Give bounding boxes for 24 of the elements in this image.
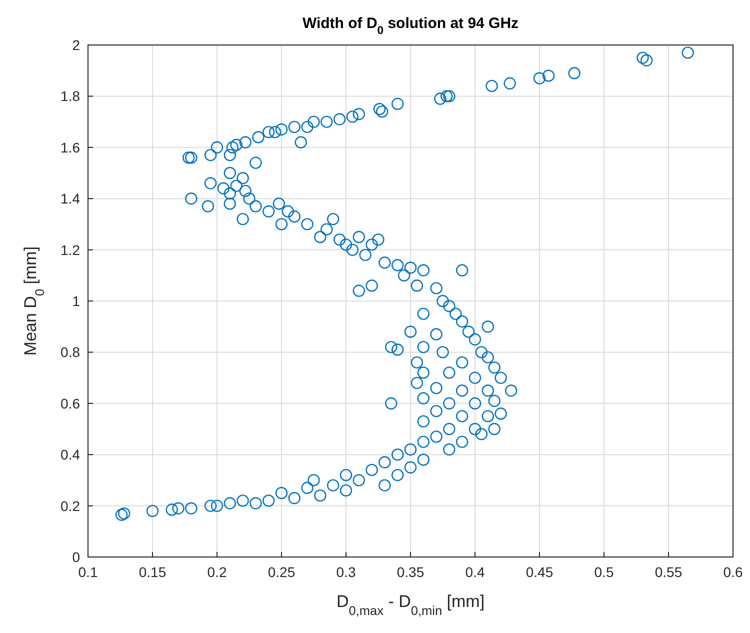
x-tick-label: 0.5	[594, 564, 614, 580]
y-tick-label: 1.8	[60, 88, 80, 104]
y-tick-label: 2	[72, 37, 80, 53]
y-tick-label: 1.6	[60, 139, 80, 156]
x-tick-label: 0.45	[526, 564, 554, 580]
y-tick-label: 1.2	[60, 242, 80, 258]
x-tick-label: 0.3	[336, 564, 356, 580]
x-tick-label: 0.4	[465, 564, 485, 580]
x-tick-label: 0.15	[138, 564, 166, 580]
y-tick-label: 0.6	[60, 395, 80, 412]
x-tick-label: 0.25	[268, 564, 296, 580]
x-tick-label: 0.2	[207, 564, 227, 580]
chart-title: Width of D$_{0}$ solution at 94 GHz	[302, 15, 519, 37]
y-tick-label: 0	[72, 549, 80, 565]
y-tick-label: 0.4	[60, 446, 80, 463]
y-tick-label: 0.8	[60, 344, 80, 360]
x-tick-label: 0.35	[396, 564, 424, 580]
y-tick-label: 0.2	[60, 498, 80, 514]
y-tick-label: 1.4	[60, 190, 80, 207]
x-tick-label: 0.6	[723, 564, 743, 580]
x-tick-label: 0.1	[78, 564, 98, 580]
x-tick-label: 0.55	[654, 564, 682, 580]
y-tick-label: 1	[72, 293, 80, 309]
x-axis-title: D$_{0,max}$ - D$_{0,min}$ [mm]	[336, 592, 485, 618]
